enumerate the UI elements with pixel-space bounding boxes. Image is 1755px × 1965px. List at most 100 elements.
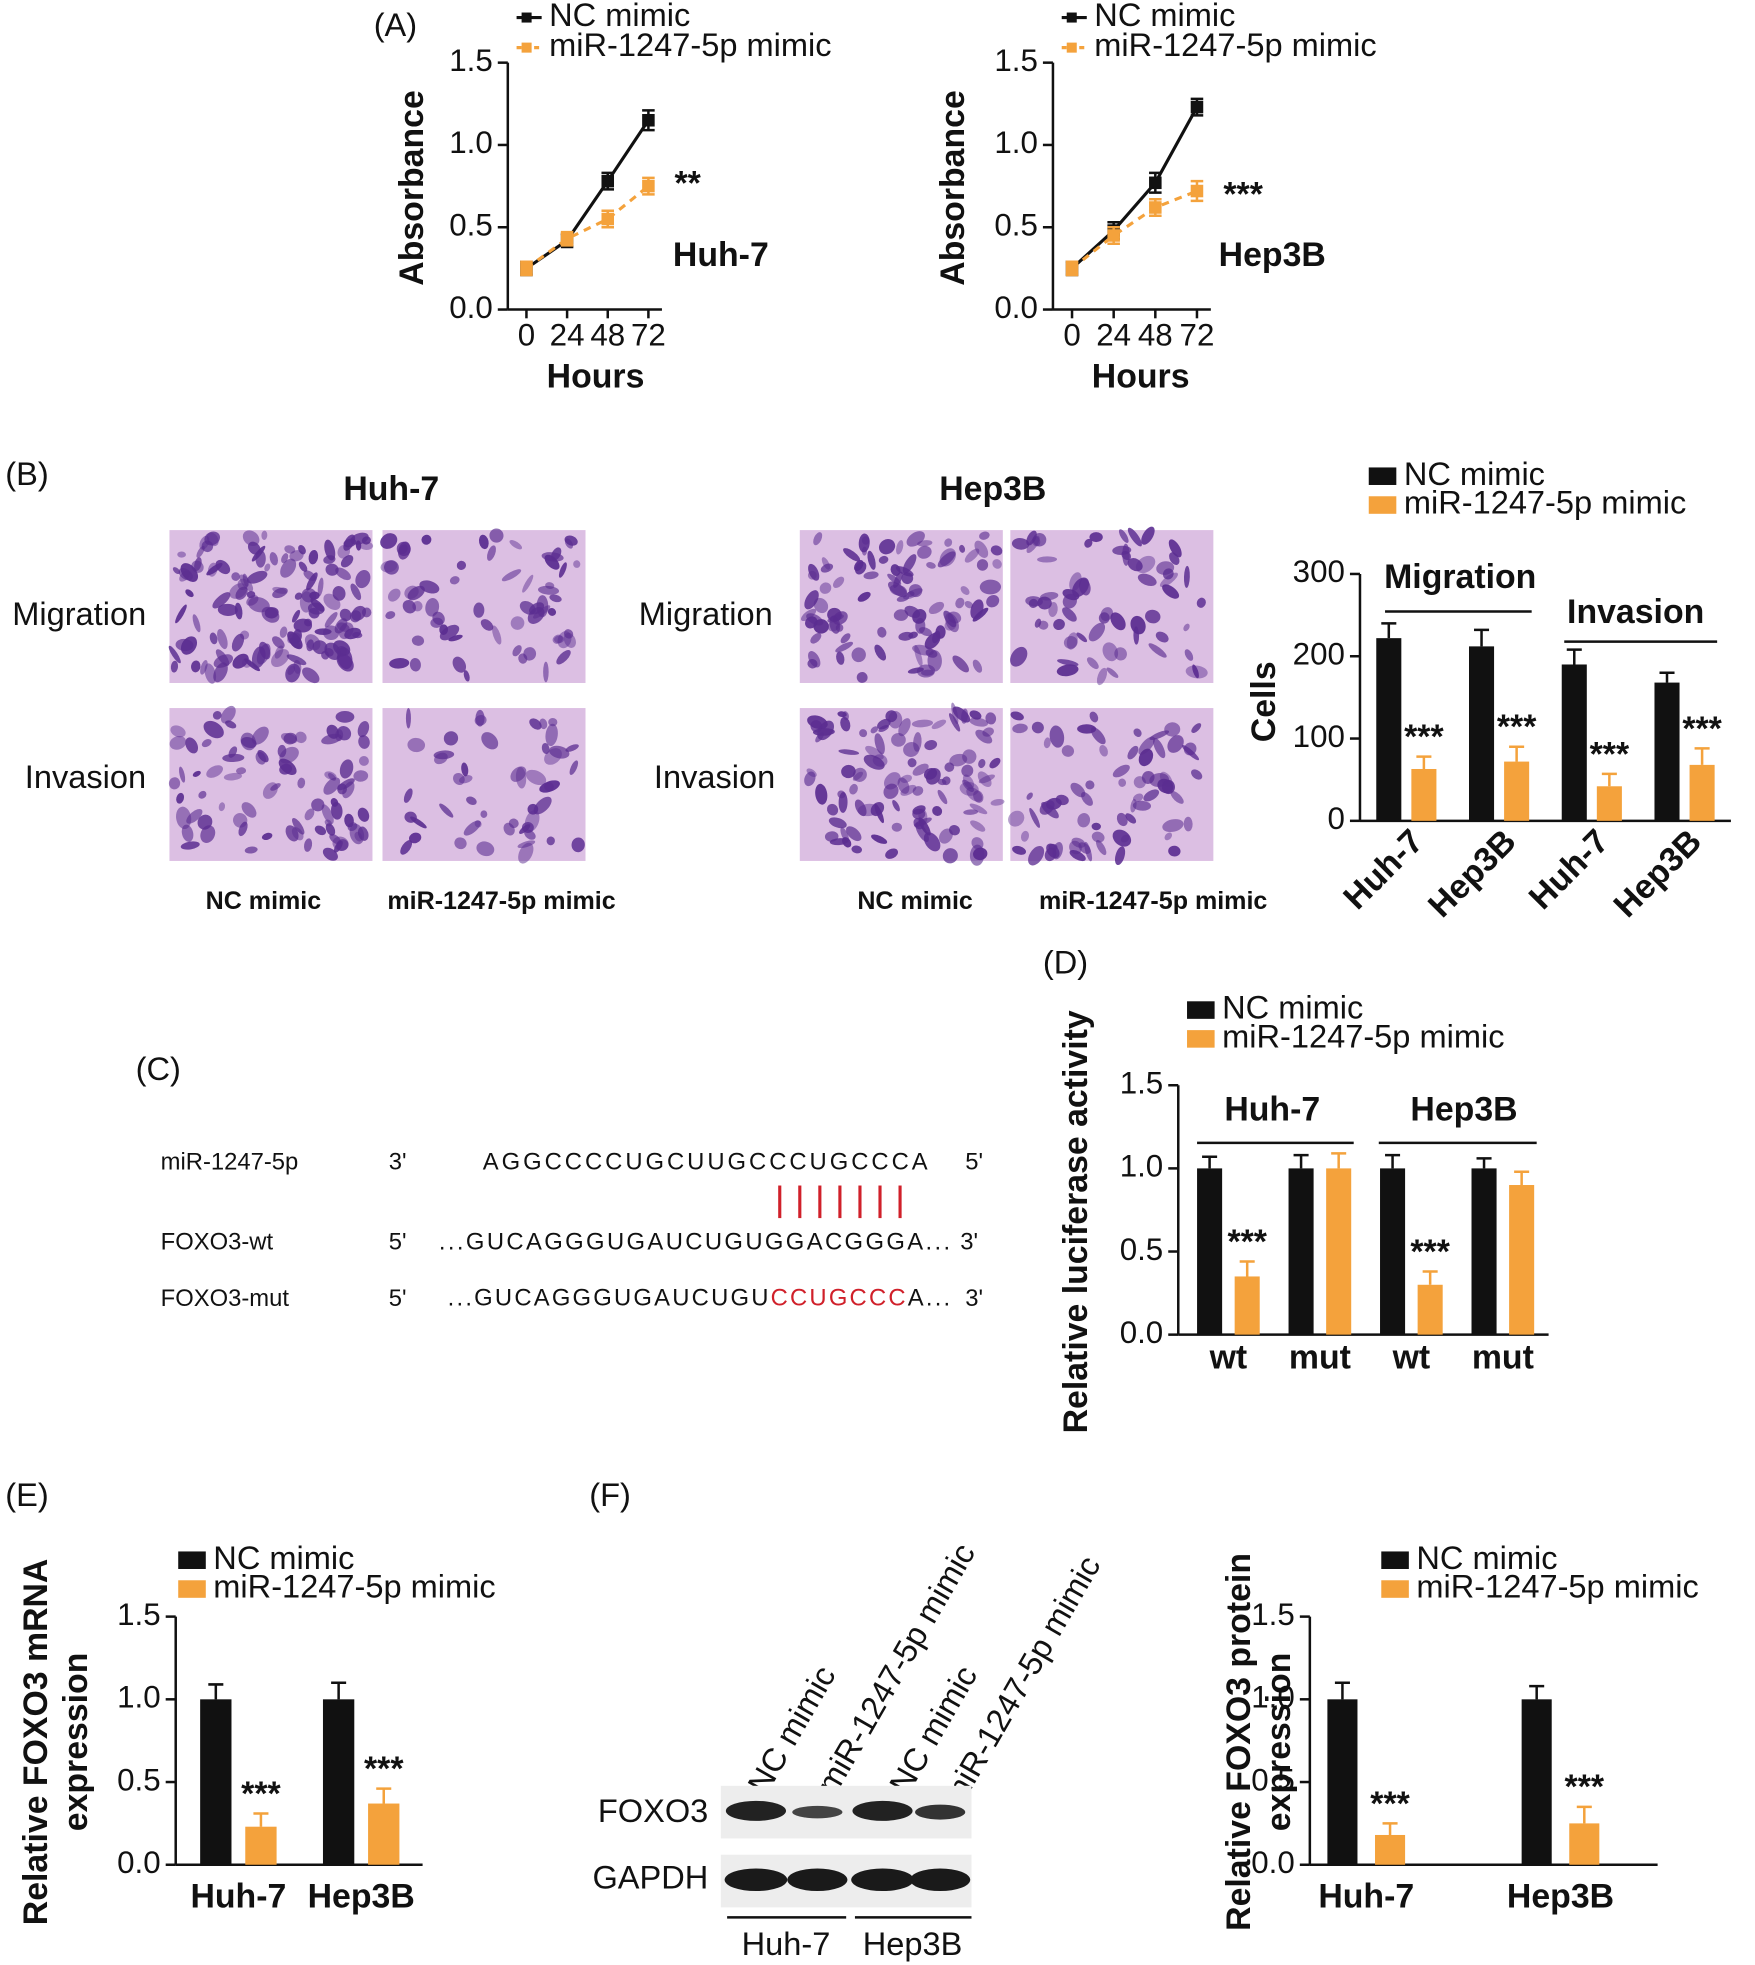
cell <box>556 649 571 665</box>
legend-marker <box>1066 12 1077 23</box>
cell <box>292 818 305 835</box>
cell <box>251 726 269 745</box>
cell <box>338 622 354 640</box>
error-bar <box>1476 1157 1492 1169</box>
significance: *** <box>1682 710 1722 748</box>
group-label: Huh-7 <box>742 1926 831 1962</box>
error-bar <box>1509 745 1525 762</box>
cell <box>180 841 200 850</box>
cell <box>1078 578 1091 596</box>
cell <box>986 594 1000 608</box>
cell <box>168 777 181 790</box>
x-tick-label: mut <box>1472 1339 1534 1377</box>
cell <box>913 818 924 830</box>
cell <box>242 530 260 547</box>
cell <box>1012 723 1028 734</box>
cell <box>893 609 909 621</box>
cell <box>883 783 899 799</box>
cell <box>1046 797 1062 810</box>
bar <box>1288 1168 1314 1335</box>
cell <box>963 809 978 815</box>
significance: *** <box>364 1750 404 1788</box>
y-tick-label: 0.5 <box>994 208 1038 243</box>
cell <box>807 570 817 580</box>
cell <box>1069 572 1082 592</box>
cell <box>969 803 988 815</box>
cell <box>336 645 347 657</box>
seq-end: 3' <box>960 1228 978 1255</box>
cell <box>217 629 228 650</box>
cell <box>410 816 427 829</box>
cell <box>170 725 186 738</box>
cell <box>353 770 369 782</box>
x-tick-label: Huh-7 <box>190 1878 286 1916</box>
cell <box>917 545 932 559</box>
cell <box>975 729 993 744</box>
bar <box>1596 786 1622 821</box>
cell <box>1167 735 1184 753</box>
cell <box>872 754 888 767</box>
seq-end: 3' <box>965 1285 983 1312</box>
cell <box>213 654 234 668</box>
cell <box>340 554 354 568</box>
cell <box>200 660 208 675</box>
cell <box>549 745 570 759</box>
cell <box>400 840 413 855</box>
cell <box>463 820 481 836</box>
cell <box>481 732 499 750</box>
cell <box>815 783 828 805</box>
cell <box>546 836 555 846</box>
point <box>1149 176 1162 190</box>
cell <box>170 660 179 673</box>
error-bar <box>1422 1270 1438 1285</box>
seq-part: A... <box>908 1285 950 1312</box>
cell <box>240 630 250 640</box>
sequence: ...GUCAGGGUGAUCUGU CCUGCCC A... <box>448 1285 951 1312</box>
error-bar <box>1331 1152 1347 1169</box>
seq-part: ...GUCAGGGUGAUCUGU <box>448 1285 769 1312</box>
cell <box>298 544 306 555</box>
legend-marker <box>1066 42 1077 53</box>
cell <box>396 541 411 557</box>
cell <box>192 770 201 777</box>
point <box>520 262 533 275</box>
cell <box>1102 642 1119 662</box>
x-tick-label: 72 <box>631 317 666 352</box>
cell <box>1127 745 1139 760</box>
error-bar <box>376 1787 392 1804</box>
cell <box>1077 724 1097 734</box>
cell <box>1012 845 1026 855</box>
cell <box>1043 737 1051 749</box>
y-tick-label: 1.5 <box>117 1597 161 1632</box>
cell <box>269 552 278 566</box>
cell <box>478 534 489 550</box>
cell <box>1026 792 1033 800</box>
cell <box>1062 593 1077 609</box>
cell <box>411 635 425 646</box>
cell <box>569 760 579 776</box>
micrographs <box>168 526 1214 866</box>
cell <box>255 751 266 765</box>
cell <box>1040 592 1059 601</box>
point <box>642 113 655 127</box>
cell <box>332 836 349 851</box>
y-tick-label: 0.5 <box>117 1762 161 1797</box>
column-label: miR-1247-5p mimic <box>1039 887 1267 915</box>
cell <box>990 545 1003 556</box>
cell <box>405 708 411 729</box>
cell <box>912 786 924 796</box>
cell <box>172 567 181 575</box>
cell <box>242 573 249 587</box>
band <box>910 1868 971 1892</box>
cell <box>177 551 186 558</box>
cell <box>871 834 888 844</box>
cell <box>203 720 224 739</box>
cell <box>969 710 982 720</box>
cell <box>246 570 268 584</box>
cell <box>314 628 332 635</box>
cell <box>939 828 953 844</box>
cell <box>1110 612 1126 631</box>
cell <box>1183 623 1190 632</box>
cell <box>897 777 910 794</box>
cell <box>1169 552 1180 565</box>
